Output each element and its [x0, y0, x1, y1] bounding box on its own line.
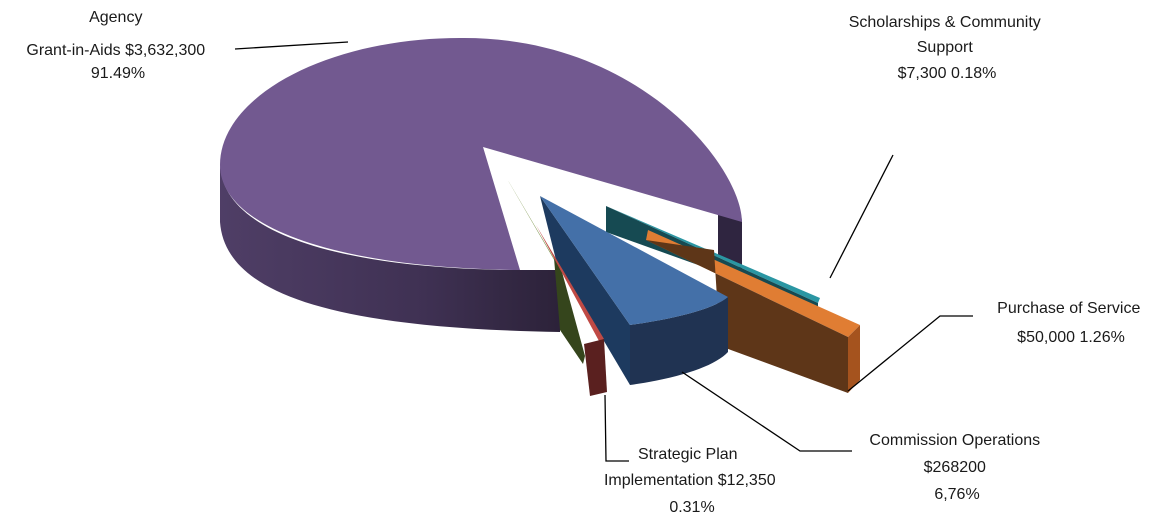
label-commission-operations: Commission Operations $268200 6,76% — [869, 432, 1044, 503]
leader-agency — [234, 41, 349, 50]
label-strategic-line-3: 0.31% — [669, 499, 714, 516]
slice-purchase-of-service — [646, 230, 860, 393]
label-scholarships-line-2: Support — [917, 39, 974, 56]
slice-strategic-top — [536, 225, 604, 341]
slice-purchase-side — [646, 240, 848, 393]
label-commission-line-1: Commission Operations — [869, 432, 1040, 449]
label-purchase-line-2: $50,000 1.26% — [1017, 329, 1125, 346]
label-purchase-line-1: Purchase of Service — [997, 300, 1140, 317]
label-scholarships-line-1: Scholarships & Community — [849, 14, 1041, 31]
label-agency: Agency Grant-in-Aids $3,632,300 91.49% — [26, 9, 209, 82]
slice-agency-side — [220, 162, 560, 332]
leader-purchase — [847, 315, 973, 392]
label-strategic-line-2: Implementation $12,350 — [604, 472, 776, 489]
slice-agency-grant-in-aids — [220, 37, 742, 332]
slice-strategic-side — [584, 339, 607, 396]
label-commission-line-3: 6,76% — [934, 486, 979, 503]
leader-lines — [234, 41, 973, 462]
label-commission-line-2: $268200 — [924, 459, 986, 476]
label-scholarships: Scholarships & Community Support $7,300 … — [849, 14, 1046, 82]
slice-commission-top — [540, 196, 728, 325]
slice-agency-top — [220, 37, 742, 270]
leader-commission — [681, 371, 852, 452]
slice-green-side — [554, 258, 585, 364]
slice-purchase-edge — [848, 325, 860, 393]
label-strategic-plan: Strategic Plan Implementation $12,350 0.… — [604, 446, 780, 516]
slice-commission-side — [630, 297, 728, 385]
label-scholarships-line-3: $7,300 0.18% — [898, 65, 997, 82]
label-strategic-line-1: Strategic Plan — [638, 446, 738, 463]
slice-other-green — [506, 177, 585, 364]
label-purchase-of-service: Purchase of Service $50,000 1.26% — [997, 300, 1145, 346]
label-agency-line-2: Grant-in-Aids $3,632,300 — [26, 42, 205, 59]
leader-strategic — [604, 394, 629, 462]
slice-commission-side-left — [540, 196, 630, 385]
slice-strategic-plan — [536, 225, 607, 396]
slice-green-top — [506, 177, 562, 272]
label-agency-line-1: Agency — [89, 9, 142, 26]
slice-commission-operations — [540, 196, 728, 385]
leader-scholarships — [829, 154, 894, 279]
label-agency-line-3: 91.49% — [91, 65, 145, 82]
